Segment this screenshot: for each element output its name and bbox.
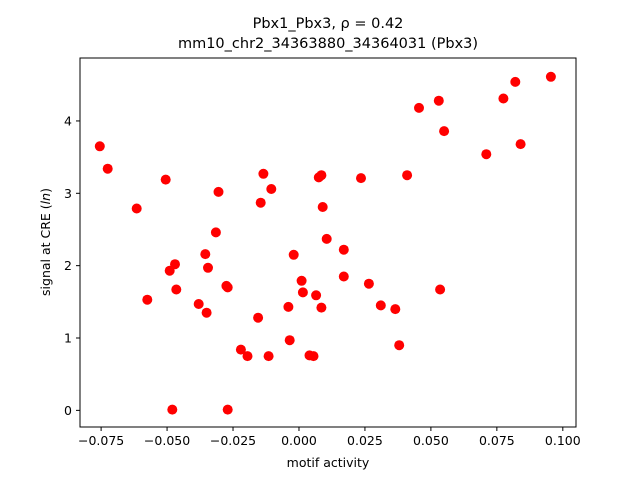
data-point-51 xyxy=(498,93,509,104)
data-point-54 xyxy=(545,71,556,82)
data-point-25 xyxy=(283,301,294,312)
y-axis-label-suffix: ) xyxy=(38,188,53,193)
y-axis-label-prefix: signal at CRE ( xyxy=(38,204,53,296)
data-point-35 xyxy=(316,302,327,313)
data-point-9 xyxy=(193,299,204,309)
data-point-53 xyxy=(515,139,526,150)
x-tick-label-6: 0.075 xyxy=(479,433,515,448)
data-point-44 xyxy=(394,340,405,351)
data-point-52 xyxy=(510,76,521,87)
data-point-19 xyxy=(242,351,253,362)
chart-title-line-1: Pbx1_Pbx3, ρ = 0.42 xyxy=(253,16,404,32)
y-axis-label: signal at CRE (ln) xyxy=(38,188,53,296)
x-tick-label-5: 0.050 xyxy=(413,433,449,448)
data-point-1 xyxy=(102,163,113,174)
data-point-3 xyxy=(160,174,171,185)
data-point-17 xyxy=(222,404,233,415)
y-tick-label-1: 1 xyxy=(64,331,72,346)
data-point-8 xyxy=(167,404,178,415)
data-point-21 xyxy=(255,197,266,208)
data-point-50 xyxy=(481,149,492,160)
y-axis-ticks: 0 1 2 3 4 xyxy=(64,113,80,418)
data-point-16 xyxy=(222,282,233,293)
data-point-43 xyxy=(390,304,401,315)
y-tick-label-4: 4 xyxy=(64,113,72,128)
data-point-14 xyxy=(213,186,224,197)
data-point-42 xyxy=(375,300,386,311)
data-point-26 xyxy=(284,335,295,346)
data-point-22 xyxy=(258,168,269,179)
data-point-13 xyxy=(210,227,221,238)
data-point-18 xyxy=(235,344,246,355)
plot-area-frame xyxy=(79,57,577,428)
data-point-20 xyxy=(253,312,264,323)
y-axis-label-unit: ln xyxy=(38,193,53,204)
data-point-38 xyxy=(338,244,349,255)
y-tick-label-3: 3 xyxy=(64,186,72,201)
data-point-32 xyxy=(311,290,322,301)
data-point-47 xyxy=(433,95,444,106)
data-point-48 xyxy=(435,284,446,295)
x-tick-label-1: −0.050 xyxy=(144,433,190,448)
x-tick-label-3: 0.000 xyxy=(281,433,317,448)
x-axis-label: motif activity xyxy=(287,455,370,470)
x-tick-label-2: −0.025 xyxy=(210,433,256,448)
data-point-40 xyxy=(356,173,366,184)
data-point-37 xyxy=(321,233,332,244)
data-point-29 xyxy=(297,287,308,298)
data-point-34 xyxy=(316,170,327,181)
data-point-49 xyxy=(439,126,450,137)
data-point-41 xyxy=(363,278,374,289)
data-point-6 xyxy=(170,259,180,270)
data-point-31 xyxy=(308,351,319,362)
data-points xyxy=(94,71,556,415)
data-point-28 xyxy=(296,275,307,286)
chart-title-line-2: mm10_chr2_34363880_34364031 (Pbx3) xyxy=(178,36,478,52)
data-point-24 xyxy=(266,184,277,194)
y-tick-label-2: 2 xyxy=(64,258,72,273)
data-point-4 xyxy=(142,294,153,305)
x-tick-label-4: 0.025 xyxy=(347,433,383,448)
data-point-46 xyxy=(414,102,424,113)
y-tick-label-0: 0 xyxy=(64,403,72,418)
data-point-39 xyxy=(338,271,349,282)
x-axis-ticks: −0.075 −0.050 −0.025 0.000 0.025 0.050 0.075 0.… xyxy=(78,427,581,448)
data-point-36 xyxy=(317,202,328,212)
data-point-12 xyxy=(203,262,213,273)
x-tick-label-7: 0.100 xyxy=(545,433,581,448)
data-point-2 xyxy=(131,203,142,214)
data-point-45 xyxy=(402,170,413,181)
data-point-0 xyxy=(94,141,105,152)
data-point-11 xyxy=(201,307,212,318)
data-point-27 xyxy=(288,249,299,260)
data-point-23 xyxy=(263,351,274,362)
x-tick-label-0: −0.075 xyxy=(78,433,124,448)
data-point-7 xyxy=(171,284,182,295)
data-point-10 xyxy=(200,249,211,260)
